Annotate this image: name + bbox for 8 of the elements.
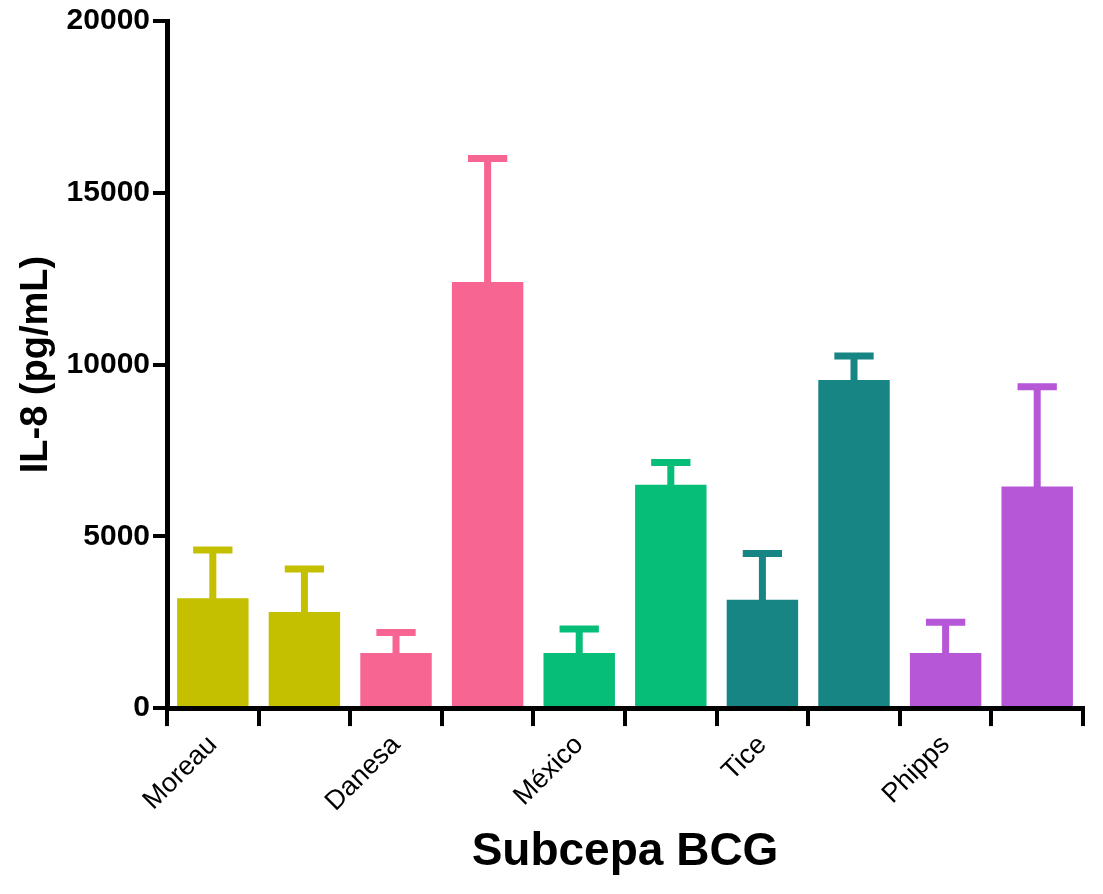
y-tick-label: 15000	[66, 174, 151, 208]
x-tick-label: Tice	[715, 728, 772, 786]
y-tick-label: 10000	[66, 345, 151, 379]
x-axis-title: Subcepa BCG	[471, 823, 779, 876]
y-axis-title: IL-8 (pg/mL)	[13, 255, 56, 474]
y-tick-label: 5000	[83, 517, 151, 551]
y-tick-label: 0	[133, 689, 151, 723]
y-tick-label: 20000	[66, 2, 151, 36]
